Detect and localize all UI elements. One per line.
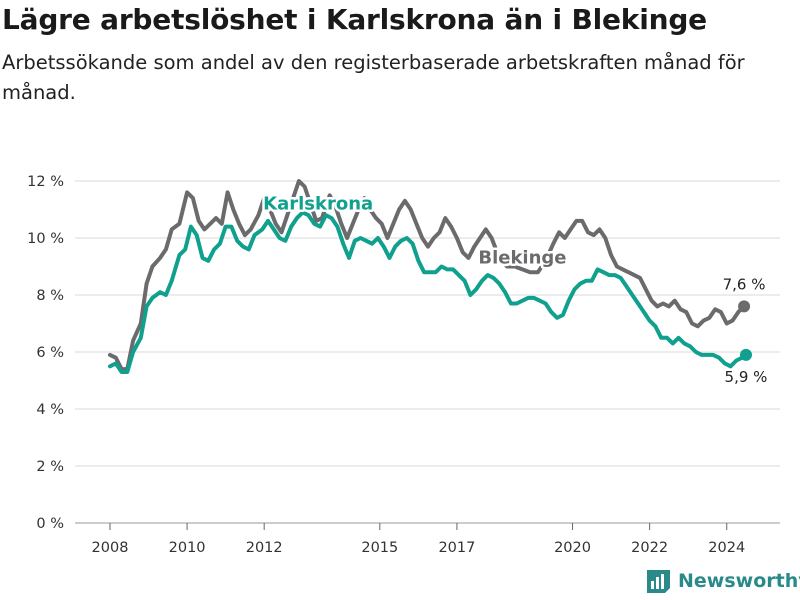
end-value-label: 5,9 %	[725, 368, 768, 386]
chart-annotations: 7,6 % 5,9 % Karlskrona Blekinge	[261, 191, 768, 386]
end-point-blekinge	[738, 300, 751, 313]
end-point-karlskrona	[740, 348, 752, 361]
series-label-karlskrona: Karlskrona	[263, 194, 373, 215]
page-title: Lägre arbetslöshet i Karlskrona än i Ble…	[2, 3, 707, 36]
y-tick-label: 4 %	[36, 402, 64, 418]
x-tick-label: 2012	[246, 540, 283, 556]
y-tick-label: 12 %	[27, 174, 64, 190]
y-tick-label: 0 %	[36, 516, 64, 532]
brand-name: Newsworthy	[678, 570, 800, 592]
y-tick-label: 2 %	[36, 459, 64, 475]
series-line-blekinge	[108, 179, 747, 372]
y-tick-label: 10 %	[27, 231, 64, 247]
brand-logo: Newsworthy	[645, 568, 800, 594]
x-tick-label: 2015	[361, 540, 398, 556]
x-tick-label: 2017	[438, 540, 475, 556]
x-axis-ticks: 2008 2010 2012 2015 2017 2020 2022 2024	[92, 523, 745, 556]
newsworthy-logo-icon	[647, 570, 670, 593]
series-line-karlskrona	[108, 210, 748, 374]
x-tick-label: 2010	[169, 540, 206, 556]
end-value-label: 7,6 %	[723, 275, 766, 293]
x-tick-label: 2022	[631, 540, 668, 556]
y-tick-label: 6 %	[36, 345, 64, 361]
y-axis-ticks: 0 % 2 % 4 % 6 % 8 % 10 % 12 %	[27, 174, 64, 532]
series-lines	[108, 179, 752, 374]
y-tick-label: 8 %	[36, 288, 64, 304]
x-tick-label: 2024	[708, 540, 745, 556]
y-gridlines	[75, 180, 780, 524]
series-label-blekinge: Blekinge	[478, 248, 566, 269]
x-tick-label: 2020	[554, 540, 591, 556]
chart-subtitle: Arbetssökande som andel av den registerb…	[2, 51, 745, 104]
x-tick-label: 2008	[92, 540, 129, 556]
